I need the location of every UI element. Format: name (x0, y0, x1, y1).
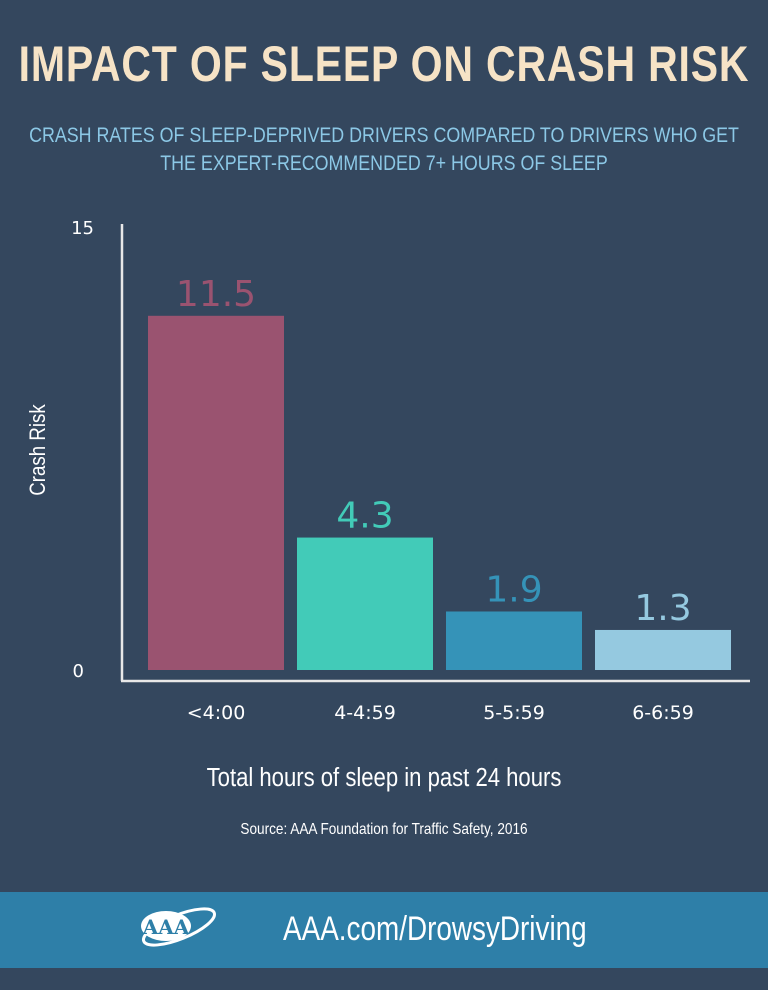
logo-text: AAA (142, 915, 190, 939)
x-tick-label: <4:00 (187, 702, 246, 724)
value-label: 1.3 (634, 588, 691, 629)
footer-banner: AAA AAA.com/DrowsyDriving (0, 892, 768, 968)
aaa-logo-icon: AAA (141, 907, 217, 947)
subtitle-line-1: CRASH RATES OF SLEEP-DEPRIVED DRIVERS CO… (29, 124, 739, 147)
bar-chart: 15 0 Crash Risk 11.5 <4:00 4.3 4-4:59 1.9 5-5… (27, 218, 750, 838)
value-label: 4.3 (336, 496, 393, 537)
source-note: Source: AAA Foundation for Traffic Safet… (240, 821, 527, 838)
subtitle-line-2: THE EXPERT-RECOMMENDED 7+ HOURS OF SLEEP (160, 152, 608, 175)
bar-4 (595, 629, 731, 670)
x-tick-label: 6-6:59 (632, 702, 694, 724)
y-axis-label: Crash Risk (27, 404, 51, 496)
chart-subtitle: CRASH RATES OF SLEEP-DEPRIVED DRIVERS CO… (0, 122, 768, 178)
y-tick-min: 0 (73, 661, 84, 682)
chart-title: IMPACT OF SLEEP ON CRASH RISK (18, 36, 750, 92)
x-tick-label: 4-4:59 (334, 702, 396, 724)
bar-3 (446, 611, 582, 670)
value-label: 1.9 (485, 569, 542, 610)
y-tick-max: 15 (71, 218, 94, 239)
bar-2 (297, 537, 433, 670)
value-label: 11.5 (176, 274, 256, 315)
bar-1 (148, 315, 284, 670)
x-tick-label: 5-5:59 (483, 702, 545, 724)
drowsy-driving-link[interactable]: AAA.com/DrowsyDriving (283, 910, 587, 948)
x-axis-label: Total hours of sleep in past 24 hours (207, 763, 562, 792)
